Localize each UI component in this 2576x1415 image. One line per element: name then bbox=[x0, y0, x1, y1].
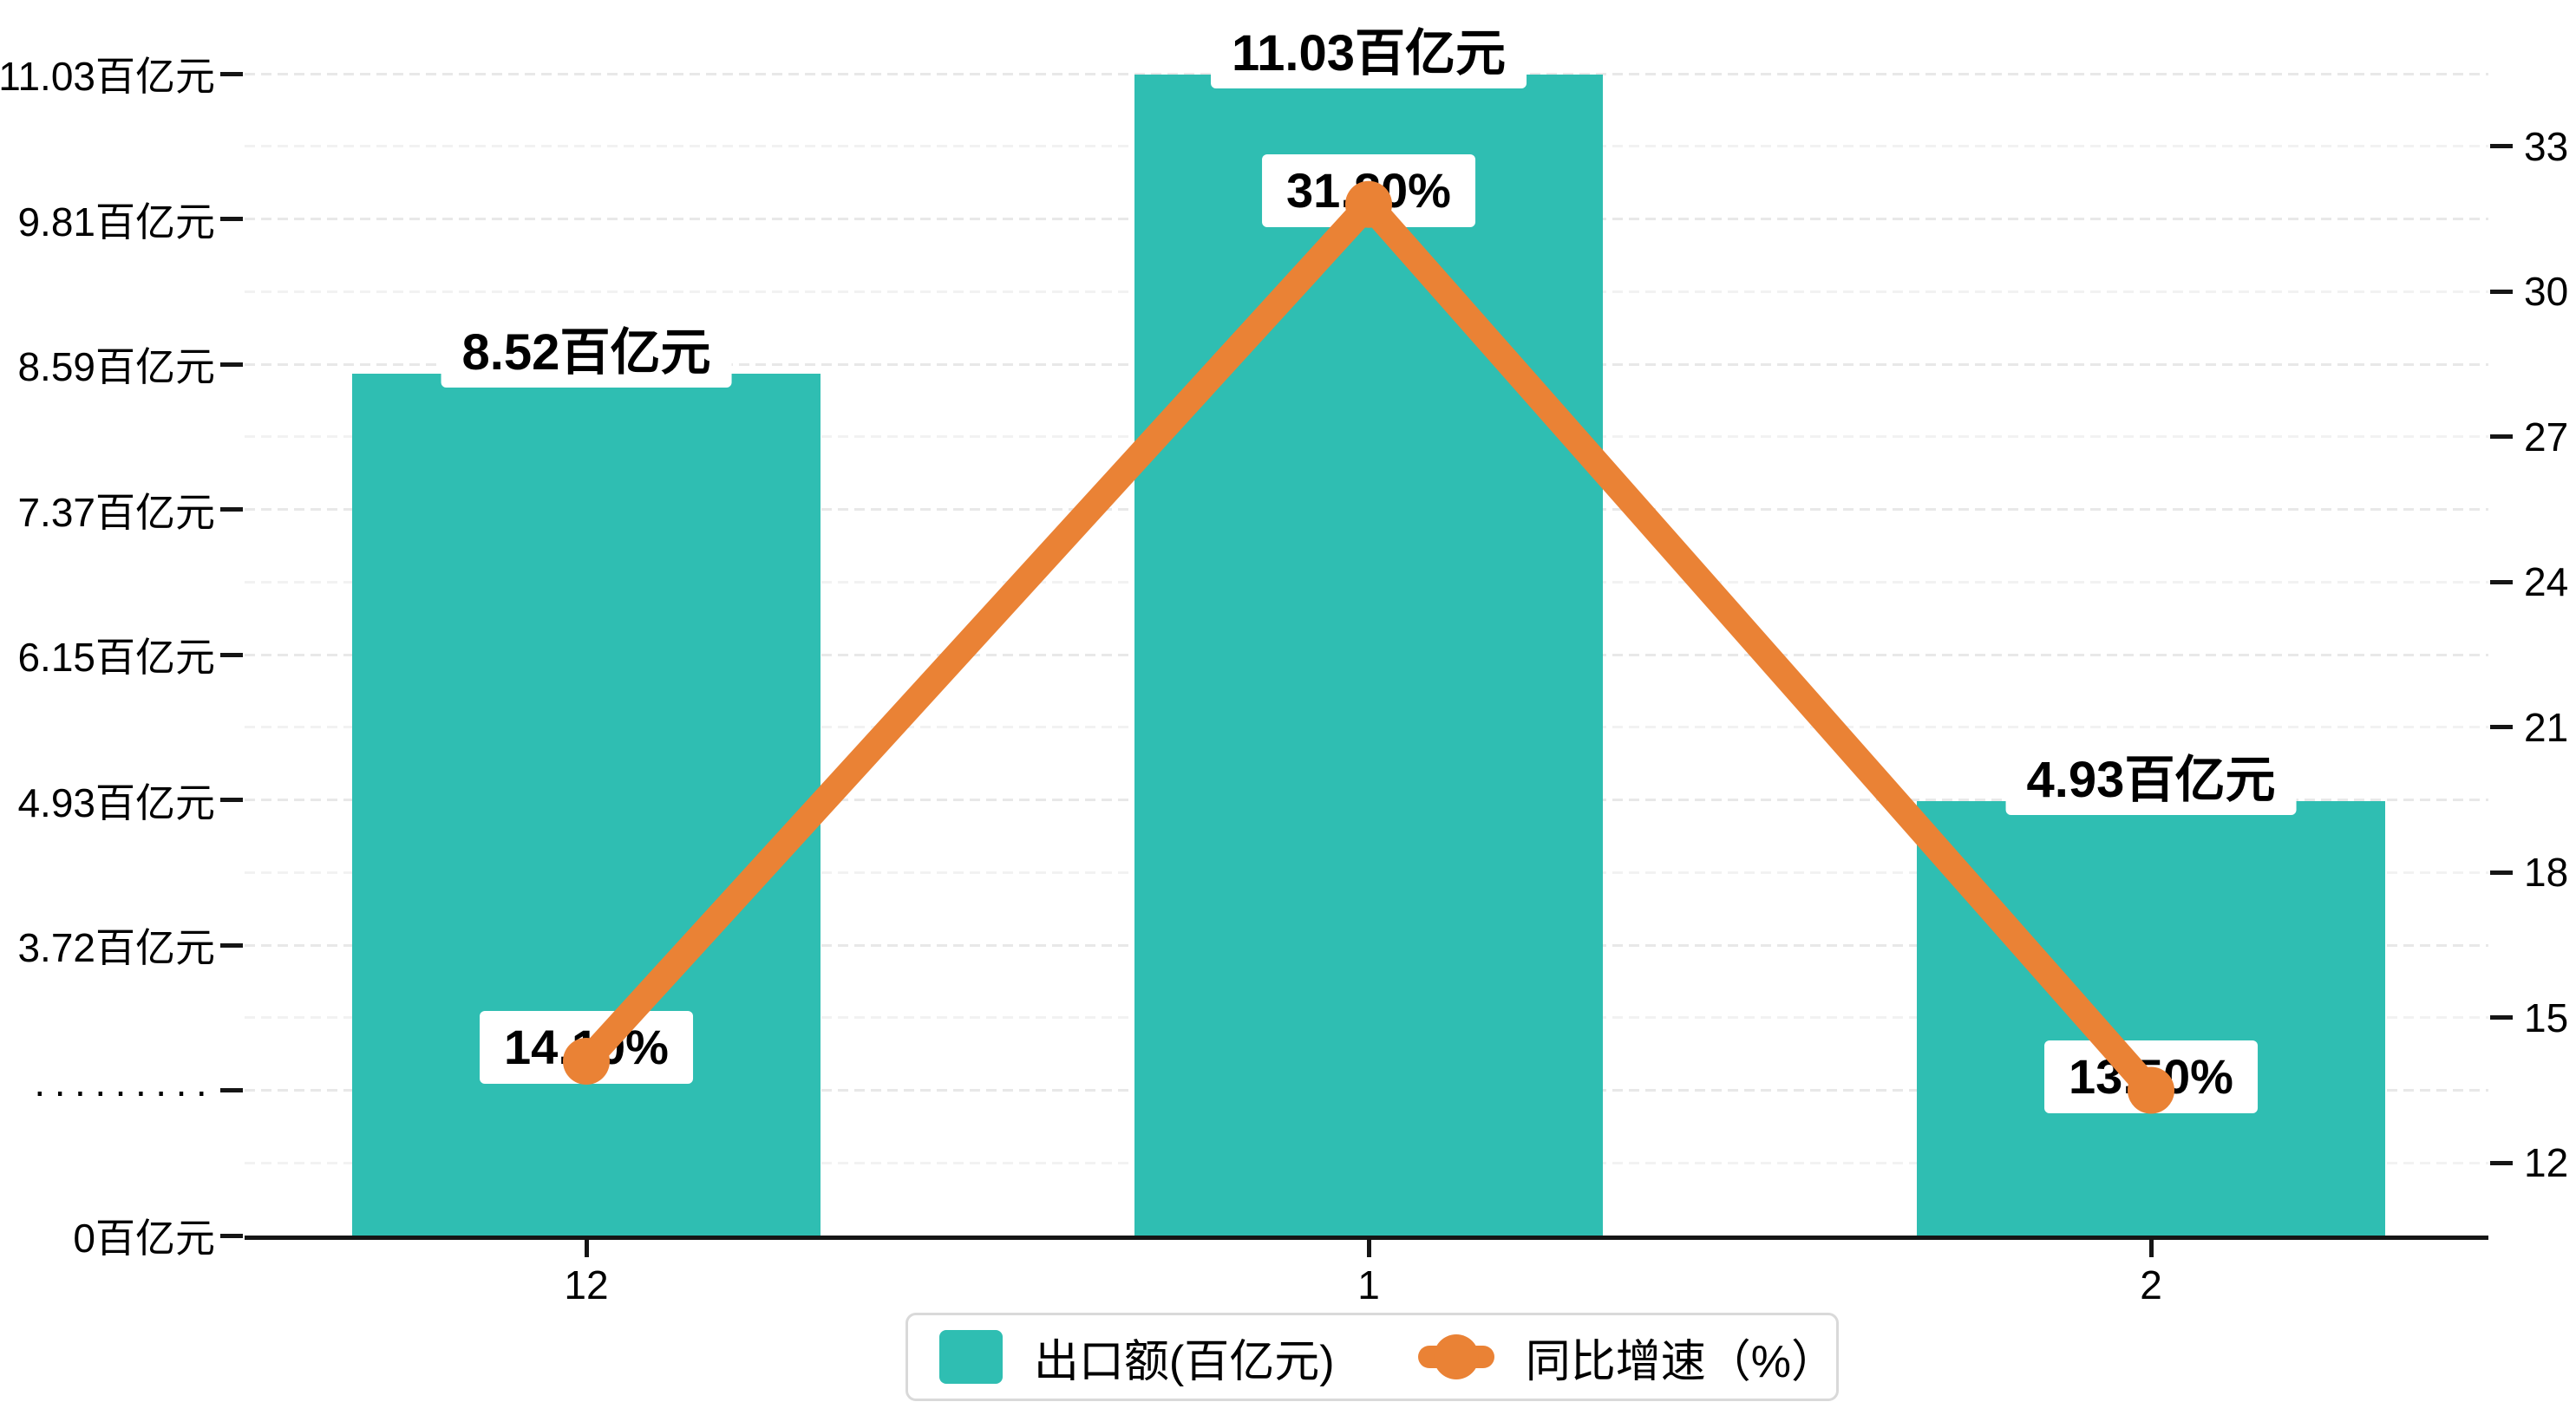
line-value-label: 31.80% bbox=[1262, 153, 1475, 227]
left-axis-tick-label: 7.37百亿元 bbox=[17, 489, 215, 535]
legend-line-label[interactable]: 同比增速（%） bbox=[1525, 1336, 1836, 1387]
left-axis-tick-label: 11.03百亿元 bbox=[0, 54, 215, 99]
right-axis-tick-label: 24 bbox=[2524, 559, 2569, 605]
right-axis-tick-label: 15 bbox=[2524, 994, 2569, 1040]
right-axis-tick bbox=[2490, 870, 2513, 875]
left-axis-tick-label: 0百亿元 bbox=[73, 1216, 215, 1261]
legend[interactable]: 出口额(百亿元) 同比增速（%） bbox=[906, 1313, 1839, 1401]
right-axis-tick-label: 33 bbox=[2524, 123, 2569, 169]
left-axis-tick-label: 6.15百亿元 bbox=[17, 635, 215, 680]
left-axis-tick bbox=[220, 798, 243, 802]
left-axis-tick bbox=[220, 507, 243, 512]
x-axis-category-label: 12 bbox=[564, 1262, 609, 1307]
x-axis-tick bbox=[1367, 1238, 1371, 1257]
left-axis-tick bbox=[220, 217, 243, 221]
left-axis-tick-label: 3.72百亿元 bbox=[17, 925, 215, 970]
left-axis-tick-label: 9.81百亿元 bbox=[17, 199, 215, 245]
right-axis-tick bbox=[2490, 434, 2513, 440]
right-axis-tick bbox=[2490, 289, 2513, 294]
left-axis-tick-label: 8.59百亿元 bbox=[17, 344, 215, 389]
bar-12[interactable] bbox=[352, 373, 821, 1236]
legend-line-marker[interactable] bbox=[1417, 1334, 1494, 1379]
right-axis-tick-label: 21 bbox=[2524, 704, 2569, 750]
x-axis-category-label: 1 bbox=[1357, 1262, 1380, 1307]
right-axis-tick-label: 30 bbox=[2524, 269, 2569, 315]
bar-value-label: 8.52百亿元 bbox=[441, 317, 732, 388]
legend-bar-swatch[interactable] bbox=[939, 1330, 1003, 1384]
left-axis-tick bbox=[220, 1233, 243, 1238]
x-axis-tick bbox=[585, 1238, 589, 1257]
left-axis-tick-label: ········· bbox=[33, 1067, 215, 1113]
right-axis-tick-label: 27 bbox=[2524, 414, 2569, 460]
right-axis-tick bbox=[2490, 1015, 2513, 1020]
x-axis-line bbox=[245, 1236, 2488, 1240]
line-point-12[interactable] bbox=[563, 1038, 610, 1085]
right-axis-tick-label: 18 bbox=[2524, 850, 2569, 896]
right-axis-tick bbox=[2490, 725, 2513, 730]
legend-line-dot-icon bbox=[1433, 1334, 1479, 1379]
left-axis-tick bbox=[220, 1088, 243, 1092]
right-axis-tick bbox=[2490, 1160, 2513, 1165]
left-axis-tick bbox=[220, 652, 243, 657]
line-point-2[interactable] bbox=[2128, 1066, 2174, 1114]
legend-bar-label[interactable]: 出口额(百亿元) bbox=[1033, 1336, 1335, 1387]
growth-line[interactable] bbox=[576, 185, 2161, 1099]
right-axis-tick bbox=[2490, 579, 2513, 584]
right-axis-tick bbox=[2490, 144, 2513, 149]
x-axis-category-label: 2 bbox=[2140, 1262, 2162, 1307]
right-axis-tick-label: 12 bbox=[2524, 1140, 2569, 1186]
left-axis-tick bbox=[220, 942, 243, 948]
left-axis-tick-label: 4.93百亿元 bbox=[17, 779, 215, 825]
line-point-1[interactable] bbox=[1345, 180, 1392, 228]
left-axis-tick bbox=[220, 71, 243, 76]
x-axis-tick bbox=[2149, 1238, 2154, 1257]
left-axis-tick bbox=[220, 362, 243, 367]
